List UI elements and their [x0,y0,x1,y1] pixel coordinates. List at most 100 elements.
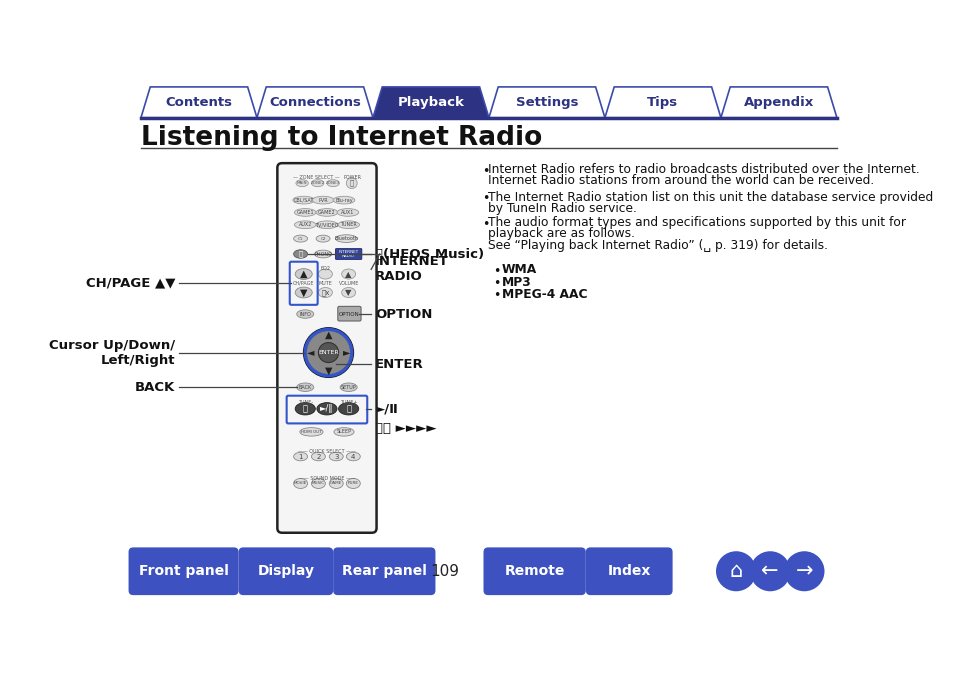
Text: MUTE: MUTE [318,281,332,286]
Text: WMA: WMA [501,263,537,276]
Text: Remote: Remote [504,564,564,578]
Ellipse shape [294,452,307,461]
Ellipse shape [311,180,323,186]
Text: ▼: ▼ [324,365,332,376]
Polygon shape [604,87,720,118]
Text: Appendix: Appendix [743,96,813,109]
Text: ⏻: ⏻ [349,180,354,186]
Ellipse shape [299,427,323,436]
Text: ▲: ▲ [324,330,332,340]
Text: ZONE2: ZONE2 [310,181,324,185]
Text: ⧗(HEOS Music): ⧗(HEOS Music) [375,248,483,260]
Text: Settings: Settings [516,96,578,109]
Text: ⏭: ⏭ [346,404,351,413]
Ellipse shape [296,383,314,392]
Ellipse shape [318,287,332,297]
FancyBboxPatch shape [335,248,361,259]
Text: Index: Index [607,564,650,578]
Text: ▼: ▼ [299,287,307,297]
Ellipse shape [334,427,354,436]
Ellipse shape [315,209,337,216]
FancyBboxPatch shape [333,547,435,595]
Text: — ZONE SELECT —: — ZONE SELECT — [293,175,339,180]
FancyBboxPatch shape [483,547,585,595]
Text: Internet Radio refers to radio broadcasts distributed over the Internet.: Internet Radio refers to radio broadcast… [488,163,919,176]
Text: ▼: ▼ [345,288,352,297]
Circle shape [749,551,790,592]
Text: Listening to Internet Radio: Listening to Internet Radio [141,125,541,151]
Text: ⏮⏮ ►►►►: ⏮⏮ ►►►► [375,422,436,435]
Text: PVR: PVR [318,198,328,203]
Text: Blu-ray: Blu-ray [335,198,353,203]
Text: 4: 4 [351,454,355,460]
Ellipse shape [311,452,325,461]
Text: ◄: ◄ [307,347,314,357]
Text: GAME1: GAME1 [296,210,314,215]
Polygon shape [256,87,373,118]
Text: Front panel: Front panel [138,564,229,578]
Text: MOVIE: MOVIE [294,481,307,485]
Ellipse shape [341,287,355,297]
Text: INFO: INFO [299,312,311,316]
Text: PURE: PURE [348,481,358,485]
Ellipse shape [341,269,355,279]
Ellipse shape [311,479,325,489]
Text: Contents: Contents [165,96,233,109]
Polygon shape [373,87,488,118]
Ellipse shape [295,180,308,186]
Text: ▲: ▲ [345,269,352,279]
Text: TV/VIDEO: TV/VIDEO [314,222,338,227]
Text: AUX1: AUX1 [341,210,355,215]
Text: The Internet Radio station list on this unit the database service provided: The Internet Radio station list on this … [488,191,932,204]
Text: PHONO: PHONO [314,252,332,256]
Text: OPTION: OPTION [338,312,359,316]
Ellipse shape [338,402,358,415]
Text: •: • [481,218,489,231]
Text: 1: 1 [298,454,302,460]
Text: GAME: GAME [330,481,342,485]
Text: ZONE3: ZONE3 [326,181,340,185]
Ellipse shape [315,221,337,229]
Text: ENTER: ENTER [375,357,423,371]
Text: Playback: Playback [397,96,464,109]
Text: —— SOUND MODE ——: —— SOUND MODE —— [298,476,355,481]
Ellipse shape [327,180,339,186]
Text: AUX2: AUX2 [298,222,312,227]
Text: Connections: Connections [269,96,360,109]
Text: ⌂: ⌂ [729,561,742,581]
Ellipse shape [337,221,359,229]
Text: •: • [481,192,489,205]
Text: MAIN: MAIN [296,181,307,185]
Circle shape [716,551,756,592]
Text: VOLUME: VOLUME [338,281,358,286]
Circle shape [307,331,350,374]
Ellipse shape [346,452,360,461]
Text: SETUP: SETUP [340,385,356,390]
Ellipse shape [294,209,315,216]
Text: GAME2: GAME2 [317,210,335,215]
Text: ENTER: ENTER [318,350,338,355]
Ellipse shape [329,479,343,489]
Text: ⏮: ⏮ [302,404,308,413]
Text: CBL/SAT: CBL/SAT [294,198,314,203]
Text: MPEG-4 AAC: MPEG-4 AAC [501,288,587,301]
Text: TUNE+: TUNE+ [339,400,357,404]
Ellipse shape [294,269,312,279]
Text: ►/Ⅱ: ►/Ⅱ [375,402,398,415]
FancyBboxPatch shape [277,163,376,533]
Text: —— QUICK SELECT ——: —— QUICK SELECT —— [297,449,355,454]
FancyBboxPatch shape [238,547,333,595]
Text: C1: C1 [297,237,303,241]
Ellipse shape [296,310,314,318]
Circle shape [318,343,338,363]
Text: Tips: Tips [647,96,678,109]
Text: CH/PAGE: CH/PAGE [293,281,314,286]
Ellipse shape [294,287,312,298]
Text: See “Playing back Internet Radio” (␣ p. 319) for details.: See “Playing back Internet Radio” (␣ p. … [488,239,827,252]
Text: playback are as follows.: playback are as follows. [488,227,635,240]
Text: →: → [795,561,812,581]
Polygon shape [720,87,836,118]
Text: •: • [493,264,499,278]
Text: Bluetooth: Bluetooth [334,236,358,241]
Text: C2: C2 [320,237,326,241]
